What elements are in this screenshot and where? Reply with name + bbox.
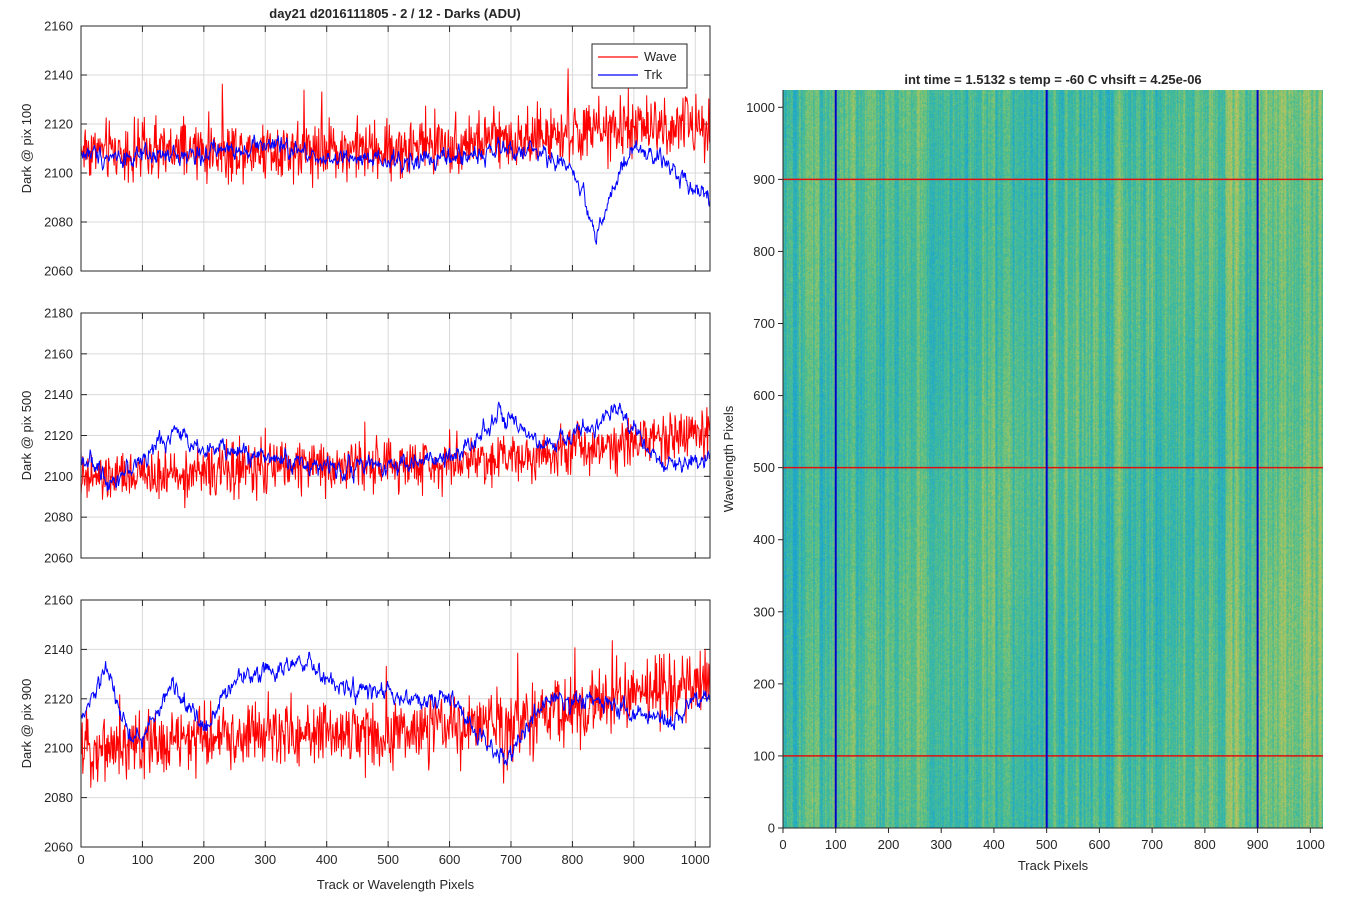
x-axis-label: Track or Wavelength Pixels [317,877,475,892]
x-tick-label: 1000 [681,852,710,867]
y-tick-label: 0 [768,821,775,836]
x-tick-label: 500 [1036,837,1058,852]
series-line-trk [81,651,710,766]
x-tick-label: 200 [878,837,900,852]
x-tick-label: 700 [500,852,522,867]
series-line-trk [81,134,710,245]
heatmap-title: int time = 1.5132 s temp = -60 C vhsift … [904,72,1201,87]
dark-pix-900-plot: 0 100 200 300 400 500 600 700 800 900 1000 2060 2080… [19,593,711,892]
legend: Wave Trk [591,43,688,89]
x-tick-label: 400 [983,837,1005,852]
series-line-trk [81,401,710,492]
y-tick-label: 900 [753,172,775,187]
y-tick-label: 500 [753,460,775,475]
y-tick-label: 2100 [44,741,73,756]
y-tick-label: 2120 [44,691,73,706]
y-tick-label: 2160 [44,346,73,361]
y-tick-label: 2060 [44,840,73,855]
x-tick-label: 900 [1247,837,1269,852]
legend-entry-trk: Trk [644,67,663,82]
x-tick-label: 300 [930,837,952,852]
y-tick-label: 2060 [44,264,73,279]
dark-pix-100-plot: 2060 2080 2100 2120 2140 2160 Dark @ pix 100 Wa… [19,19,711,279]
y-tick-label: 2100 [44,166,73,181]
y-tick-label: 2080 [44,215,73,230]
plot-border [80,599,711,848]
y-tick-label: 200 [753,676,775,691]
dark-frame-heatmap: 0 100 200 300 400 500 600 700 800 900 1000 0 100 200 3… [721,72,1325,873]
x-axis-label: Track Pixels [1018,858,1089,873]
y-tick-label: 2160 [44,593,73,608]
y-tick-label: 2100 [44,469,73,484]
x-tick-label: 1000 [1296,837,1325,852]
y-tick-label: 2140 [44,68,73,83]
x-tick-label: 800 [1194,837,1216,852]
series-line-wave [81,407,710,509]
x-tick-label: 600 [439,852,461,867]
x-tick-label: 400 [316,852,338,867]
figure-title: day21 d2016111805 - 2 / 12 - Darks (ADU) [269,6,520,21]
y-tick-label: 2120 [44,428,73,443]
y-tick-label: 2140 [44,642,73,657]
x-tick-label: 600 [1089,837,1111,852]
plot-border [80,312,711,559]
y-tick-label: 1000 [746,100,775,115]
x-tick-label: 100 [132,852,154,867]
legend-entry-wave: Wave [644,49,677,64]
x-tick-label: 500 [377,852,399,867]
y-tick-label: 600 [753,388,775,403]
y-tick-label: 2080 [44,790,73,805]
y-tick-label: 2180 [44,306,73,321]
legend-box [591,43,688,89]
y-axis-label: Wavelength Pixels [721,405,736,512]
y-tick-label: 700 [753,316,775,331]
x-tick-label: 0 [779,837,786,852]
y-tick-label: 2140 [44,387,73,402]
x-tick-label: 200 [193,852,215,867]
x-tick-label: 700 [1141,837,1163,852]
y-tick-label: 2080 [44,510,73,525]
heatmap-image-container [783,90,1323,828]
y-axis-label: Dark @ pix 100 [19,104,34,194]
x-tick-label: 0 [77,852,84,867]
plot-border [80,25,711,272]
y-tick-label: 2060 [44,551,73,566]
x-tick-label: 300 [254,852,276,867]
x-tick-label: 900 [623,852,645,867]
series-line-wave [81,68,710,188]
y-tick-label: 2120 [44,117,73,132]
x-tick-label: 800 [562,852,584,867]
y-tick-label: 2160 [44,19,73,34]
y-axis-label: Dark @ pix 900 [19,679,34,769]
y-tick-label: 800 [753,244,775,259]
y-tick-label: 100 [753,748,775,763]
y-axis-label: Dark @ pix 500 [19,391,34,481]
y-tick-label: 400 [753,532,775,547]
y-tick-label: 300 [753,604,775,619]
dark-pix-500-plot: 2060 2080 2100 2120 2140 2160 2180 Dark @ pix 5… [19,306,711,566]
heatmap-image [783,90,1323,828]
x-tick-label: 100 [825,837,847,852]
